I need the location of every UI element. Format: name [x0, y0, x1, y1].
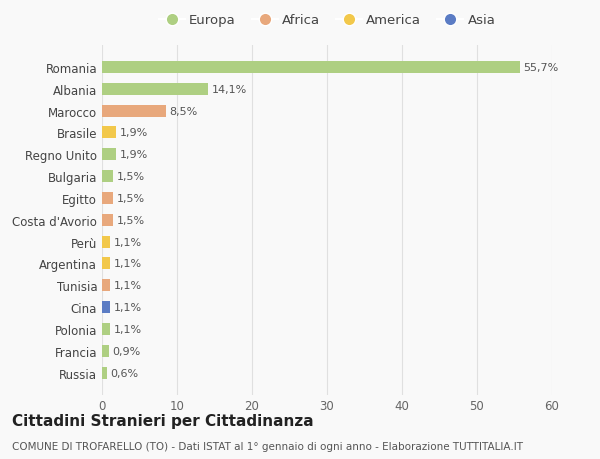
Text: 1,1%: 1,1%: [114, 281, 142, 291]
Bar: [102, 302, 110, 313]
Bar: [102, 149, 116, 161]
Text: 14,1%: 14,1%: [212, 84, 247, 95]
Bar: [102, 323, 110, 335]
Text: 1,9%: 1,9%: [120, 150, 148, 160]
Bar: [102, 258, 110, 270]
Text: 0,6%: 0,6%: [110, 368, 139, 378]
Text: 1,1%: 1,1%: [114, 237, 142, 247]
Text: 1,5%: 1,5%: [117, 215, 145, 225]
Legend: Europa, Africa, America, Asia: Europa, Africa, America, Asia: [154, 9, 500, 32]
Bar: [102, 62, 520, 74]
Bar: [102, 280, 110, 292]
Bar: [102, 214, 113, 226]
Text: 1,5%: 1,5%: [117, 172, 145, 182]
Bar: [102, 127, 116, 139]
Text: 1,1%: 1,1%: [114, 302, 142, 313]
Bar: [102, 84, 208, 95]
Text: 8,5%: 8,5%: [170, 106, 198, 116]
Bar: [102, 192, 113, 205]
Bar: [102, 345, 109, 357]
Text: 1,1%: 1,1%: [114, 325, 142, 334]
Text: COMUNE DI TROFARELLO (TO) - Dati ISTAT al 1° gennaio di ogni anno - Elaborazione: COMUNE DI TROFARELLO (TO) - Dati ISTAT a…: [12, 441, 523, 451]
Bar: [102, 367, 107, 379]
Text: 1,5%: 1,5%: [117, 194, 145, 203]
Bar: [102, 106, 166, 118]
Text: 1,9%: 1,9%: [120, 128, 148, 138]
Bar: [102, 171, 113, 183]
Bar: [102, 236, 110, 248]
Text: 55,7%: 55,7%: [523, 63, 559, 73]
Text: 1,1%: 1,1%: [114, 259, 142, 269]
Text: 0,9%: 0,9%: [113, 346, 141, 356]
Text: Cittadini Stranieri per Cittadinanza: Cittadini Stranieri per Cittadinanza: [12, 413, 314, 428]
